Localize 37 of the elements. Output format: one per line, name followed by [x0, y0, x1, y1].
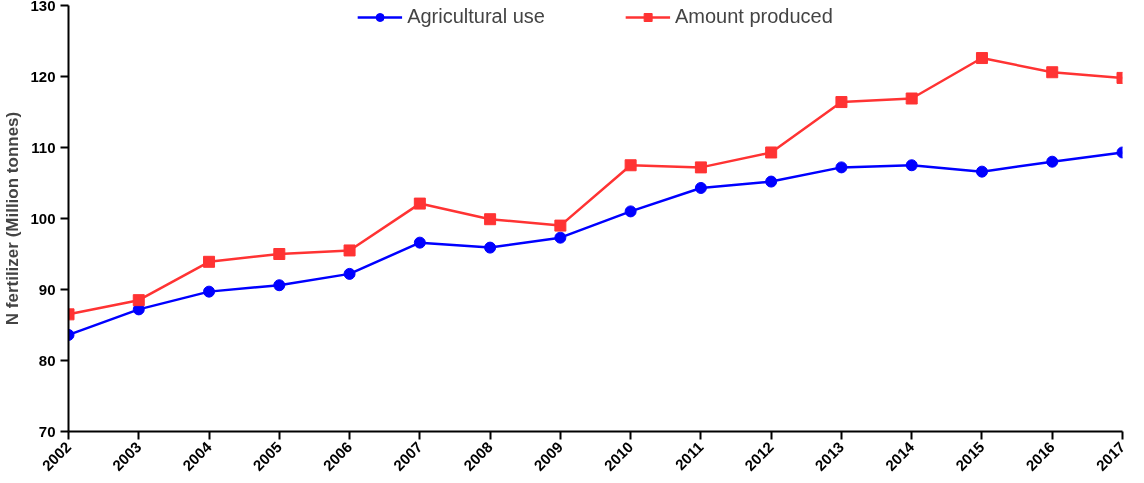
point — [765, 175, 778, 188]
y-tick-label: 110 — [31, 138, 56, 156]
point — [132, 294, 145, 307]
y-tick-label: 100 — [30, 209, 56, 227]
point — [694, 181, 707, 194]
point — [694, 161, 707, 174]
point — [343, 244, 356, 257]
y-tick-label: 130 — [30, 0, 56, 14]
point — [554, 231, 567, 244]
point — [975, 52, 988, 65]
point — [413, 197, 426, 210]
point — [203, 255, 216, 268]
point — [765, 146, 778, 159]
point — [484, 241, 497, 254]
y-tick-label: 70 — [38, 422, 56, 440]
point — [624, 159, 637, 172]
legend-label: Agricultural use — [407, 5, 545, 28]
point — [835, 161, 848, 174]
point — [484, 213, 497, 226]
point — [554, 219, 567, 232]
point — [835, 96, 848, 109]
point — [975, 165, 988, 178]
point — [203, 285, 216, 298]
legend-label: Amount produced — [674, 5, 833, 28]
point — [905, 92, 918, 105]
point — [1046, 155, 1059, 168]
y-tick-label: 90 — [38, 280, 56, 298]
y-tick-label: 80 — [38, 351, 56, 369]
point — [343, 267, 356, 280]
y-axis-title: N fertilizer (Million tonnes) — [3, 111, 23, 326]
point — [273, 248, 286, 260]
point — [273, 279, 286, 292]
point — [413, 236, 426, 249]
point — [624, 205, 637, 218]
point — [905, 159, 918, 172]
y-tick-label: 120 — [30, 67, 56, 85]
point — [1046, 66, 1059, 79]
